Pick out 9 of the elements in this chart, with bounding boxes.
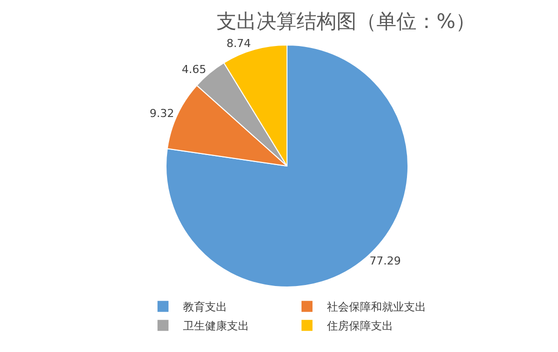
data-label: 77.29 bbox=[369, 254, 401, 268]
data-label: 9.32 bbox=[150, 107, 174, 120]
legend-label: 教育支出 bbox=[183, 300, 227, 314]
data-label: 8.74 bbox=[226, 37, 251, 50]
data-label: 4.65 bbox=[182, 62, 206, 76]
chart-title: 支出决算结构图（单位：%） bbox=[216, 9, 476, 34]
legend-label: 住房保障支出 bbox=[327, 320, 393, 333]
legend-label: 卫生健康支出 bbox=[183, 320, 249, 333]
legend-label: 社会保障和就业支出 bbox=[327, 300, 426, 314]
